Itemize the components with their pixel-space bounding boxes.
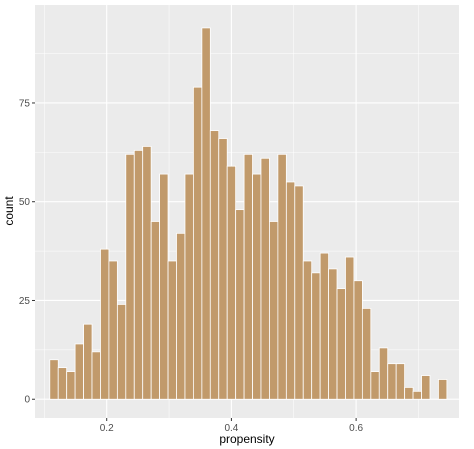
y-tick-label: 25 (19, 296, 31, 307)
histogram-bar (74, 343, 84, 400)
y-tick-label: 75 (19, 98, 31, 109)
y-tick-label: 50 (19, 197, 31, 208)
histogram-bar (421, 375, 431, 400)
histogram-bar (361, 307, 372, 400)
histogram-bar (209, 130, 220, 400)
histogram-bar (176, 232, 186, 400)
histogram-bar (294, 185, 304, 400)
histogram-bar (328, 268, 338, 400)
histogram-bar (159, 173, 169, 400)
histogram-bar (218, 138, 228, 400)
histogram-bar (387, 363, 397, 400)
histogram-bar (91, 351, 101, 400)
histogram-bar (100, 248, 110, 400)
histogram-bar (184, 173, 194, 400)
histogram-bar (353, 280, 363, 400)
histogram-bar (150, 221, 161, 400)
histogram-bar (66, 371, 76, 400)
x-axis: 0.2 0.4 0.6 (100, 418, 364, 434)
histogram-bar (336, 288, 346, 400)
x-tick-label: 0.4 (224, 423, 238, 434)
x-tick-label: 0.6 (349, 423, 363, 434)
histogram-bar (116, 304, 127, 400)
x-axis-title: propensity (219, 432, 274, 446)
histogram-bar (243, 153, 253, 400)
histogram-bar (269, 221, 279, 400)
histogram-bar (252, 173, 262, 400)
histogram-bar (412, 390, 422, 400)
histogram-bar (302, 260, 313, 400)
histogram-bar (167, 260, 177, 400)
histogram-bar (311, 272, 321, 400)
y-tick-label: 0 (24, 395, 30, 406)
histogram-bar (83, 323, 93, 400)
histogram-bar (57, 367, 68, 400)
histogram-bar (226, 165, 237, 400)
y-axis: 0 25 50 75 (19, 98, 35, 406)
histogram-bar (49, 359, 59, 400)
y-axis-title: count (2, 196, 16, 226)
histogram-bar (277, 153, 287, 400)
histogram-bar (404, 386, 414, 400)
histogram-bar (235, 209, 245, 400)
histogram-bar (285, 181, 296, 400)
histogram-bars (49, 27, 448, 400)
histogram-bar (192, 86, 203, 400)
histogram-bar (142, 146, 152, 400)
histogram-bar (395, 363, 406, 400)
histogram-bar (378, 347, 389, 400)
histogram-bar (319, 252, 330, 400)
histogram-bar (201, 27, 211, 400)
x-tick-label: 0.2 (100, 423, 114, 434)
histogram-bar (260, 157, 270, 400)
histogram-bar (345, 256, 355, 400)
histogram-bar (133, 149, 144, 400)
histogram-bar (370, 371, 380, 400)
histogram-bar (108, 260, 118, 400)
histogram-bar (125, 153, 135, 400)
histogram-bar (438, 379, 448, 400)
